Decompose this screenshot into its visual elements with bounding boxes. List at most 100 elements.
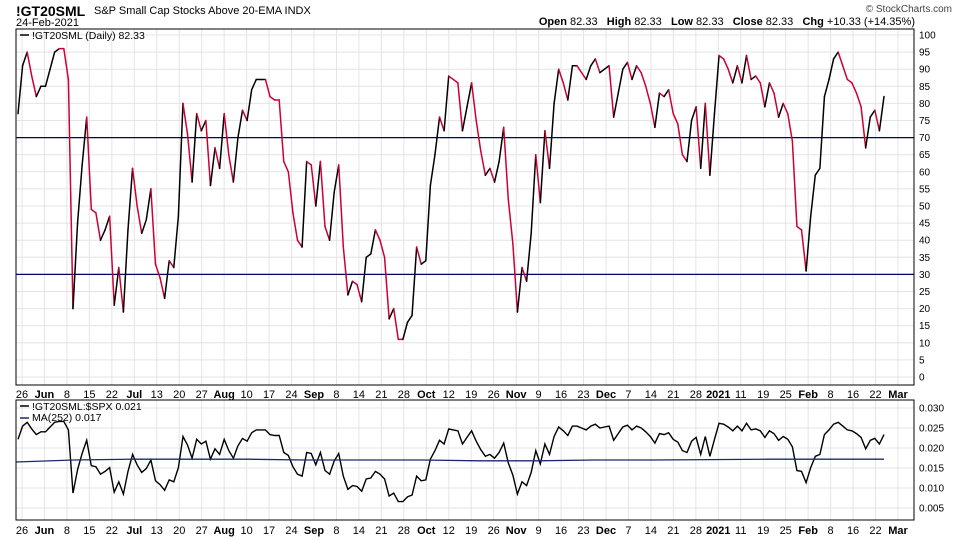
- breadth-segment: [118, 266, 125, 313]
- breadth-segment: [104, 215, 111, 231]
- ratio-x-tick-label: 24: [285, 525, 297, 537]
- ratio-x-tick-label: 19: [757, 525, 769, 537]
- main-x-tick-label: 16: [847, 389, 859, 401]
- ratio-x-tick-label: 2021: [706, 525, 730, 537]
- breadth-segment: [310, 164, 317, 207]
- breadth-segment: [667, 88, 674, 115]
- ratio-series: [15, 420, 885, 503]
- main-y-tick-label: 45: [919, 219, 931, 230]
- breadth-segment: [292, 212, 299, 241]
- main-y-tick-label: 60: [919, 167, 931, 178]
- symbol-title: !GT20SML: [16, 3, 86, 19]
- breadth-segment: [631, 65, 638, 81]
- breadth-segment: [580, 71, 587, 81]
- main-x-tick-label: Jul: [126, 389, 142, 401]
- breadth-segment: [122, 229, 129, 313]
- breadth-segment: [603, 65, 610, 70]
- breadth-segment: [44, 68, 51, 88]
- breadth-segment: [727, 68, 734, 84]
- ratio-x-tick-label: Oct: [417, 525, 436, 537]
- breadth-segment: [787, 112, 794, 142]
- breadth-segment: [392, 307, 400, 341]
- breadth-segment: [677, 123, 684, 156]
- breadth-segment: [686, 119, 693, 163]
- low-value: 82.33: [696, 16, 724, 28]
- breadth-segment: [131, 167, 138, 207]
- breadth-segment: [383, 256, 390, 320]
- breadth-segment: [878, 95, 885, 132]
- main-panel-x-ticks: 26 Jun 8 15 22 Jul 13 20 27 Aug 10 17 24 Sep 8 14 21 28 Oc…: [16, 389, 909, 401]
- breadth-segment: [512, 242, 519, 313]
- ratio-x-tick-label: 26: [16, 525, 28, 537]
- breadth-segment: [502, 126, 510, 200]
- breadth-segment: [17, 65, 24, 115]
- main-x-tick-label: 28: [398, 389, 410, 401]
- breadth-segment: [63, 47, 70, 81]
- breadth-segment: [658, 92, 665, 98]
- breadth-segment: [805, 215, 812, 272]
- main-y-tick-label: 5: [919, 355, 925, 366]
- main-y-tick-label: 15: [919, 321, 931, 332]
- main-x-tick-label: 25: [780, 389, 792, 401]
- breadth-segment: [150, 188, 157, 265]
- breadth-segment: [521, 266, 528, 282]
- credit-label: © StockCharts.com: [865, 4, 952, 15]
- breadth-segment: [53, 47, 60, 53]
- breadth-segment: [177, 102, 184, 218]
- main-panel-grid: [16, 29, 914, 385]
- breadth-segment: [429, 153, 436, 187]
- main-y-tick-label: 90: [919, 65, 931, 76]
- breadth-segment: [287, 171, 294, 214]
- main-y-tick-label: 40: [919, 236, 931, 247]
- breadth-segment: [777, 102, 784, 118]
- ratio-x-tick-label: 11: [735, 525, 746, 537]
- open-label: Open: [538, 16, 567, 28]
- main-y-tick-label: 70: [919, 133, 931, 144]
- breadth-segment: [108, 215, 115, 306]
- breadth-segment: [95, 212, 102, 241]
- breadth-segment: [195, 112, 203, 132]
- breadth-segment: [333, 164, 340, 194]
- breadth-segment: [250, 78, 258, 91]
- ratio-x-tick-label: 22: [106, 525, 118, 537]
- breadth-segment: [296, 239, 303, 248]
- breadth-segment: [809, 174, 817, 218]
- breadth-segment: [434, 116, 441, 156]
- main-x-tick-label: 24: [285, 389, 297, 401]
- ma-legend-label: MA(252) 0.017: [32, 412, 102, 424]
- ratio-x-tick-label: 9: [536, 525, 542, 537]
- breadth-segment: [81, 116, 88, 166]
- main-panel-frame: [15, 28, 915, 386]
- main-x-tick-label: 7: [625, 389, 631, 401]
- breadth-segment: [319, 160, 326, 228]
- breadth-segment: [626, 61, 633, 81]
- close-label: Close: [732, 16, 763, 28]
- main-y-tick-label: 20: [919, 304, 931, 315]
- breadth-segment: [525, 232, 532, 282]
- main-legend: !GT20SML (Daily) 82.33: [20, 30, 145, 42]
- breadth-segment: [846, 78, 853, 84]
- breadth-segment: [782, 102, 789, 115]
- breadth-segment: [328, 191, 335, 241]
- breadth-segment: [590, 58, 597, 67]
- main-x-tick-label: 10: [240, 389, 252, 401]
- main-x-tick-label: 14: [645, 389, 657, 401]
- breadth-segment: [768, 82, 775, 94]
- ratio-x-tick-label: 17: [263, 525, 275, 537]
- main-x-tick-label: 8: [64, 389, 70, 401]
- breadth-segment: [672, 112, 679, 125]
- breadth-segment: [489, 167, 496, 183]
- breadth-segment: [49, 51, 56, 70]
- breadth-segment: [182, 102, 189, 135]
- main-y-tick-label: 85: [919, 82, 931, 93]
- main-x-tick-label: Nov: [506, 389, 528, 401]
- main-y-tick-label: 95: [919, 48, 931, 59]
- breadth-segment: [819, 95, 826, 170]
- breadth-segment: [470, 82, 477, 122]
- main-x-tick-label: Dec: [596, 389, 616, 401]
- main-y-tick-label: 50: [919, 202, 931, 213]
- ratio-x-tick-label: 8: [64, 525, 70, 537]
- ratio-x-tick-label: 21: [375, 525, 387, 537]
- main-x-tick-label: Jun: [35, 389, 55, 401]
